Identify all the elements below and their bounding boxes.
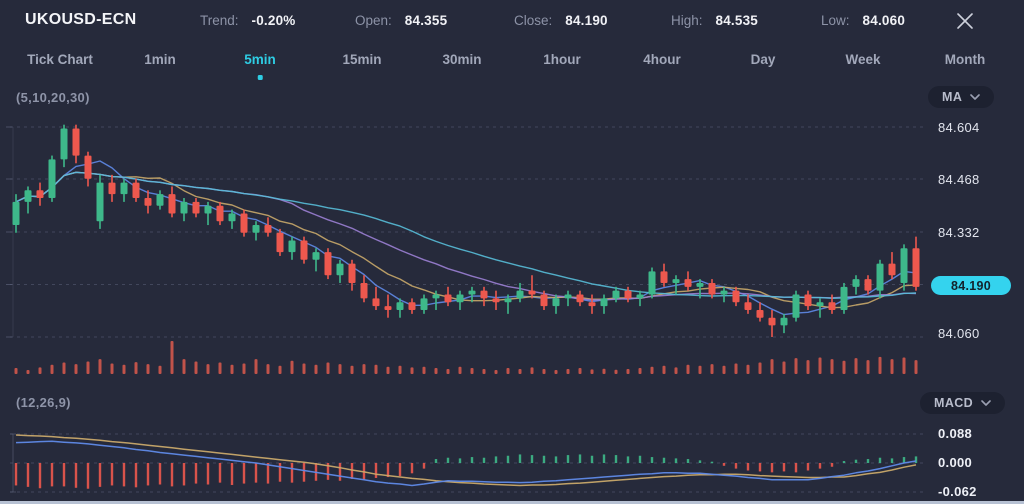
close-button[interactable] — [950, 6, 980, 36]
stat-label: Trend: — [200, 13, 239, 28]
price-axis-label: 84.468 — [938, 172, 980, 187]
price-axis-label: 84.332 — [938, 225, 980, 240]
stat-low: Low: 84.060 — [821, 13, 905, 28]
tab-month[interactable]: Month — [944, 52, 986, 67]
tab-30min[interactable]: 30min — [442, 52, 482, 67]
macd-chart[interactable] — [0, 390, 930, 502]
tab-1min[interactable]: 1min — [144, 52, 176, 67]
chevron-down-icon — [981, 400, 991, 406]
candlestick-chart[interactable] — [0, 85, 930, 385]
stat-value: 84.190 — [565, 13, 608, 28]
chevron-down-icon — [970, 94, 981, 100]
ma-dropdown-label: MA — [942, 90, 963, 104]
stat-label: Close: — [514, 13, 553, 28]
macd-axis-label: 0.000 — [938, 455, 973, 470]
price-axis-label: 84.604 — [938, 120, 980, 135]
symbol-title: UKOUSD-ECN — [25, 11, 137, 28]
stat-label: Open: — [355, 13, 392, 28]
tab-tick-chart[interactable]: Tick Chart — [27, 52, 93, 67]
stat-open: Open: 84.355 — [355, 13, 447, 28]
stat-trend: Trend: -0.20% — [200, 13, 296, 28]
close-icon — [957, 13, 973, 29]
stat-high: High: 84.535 — [671, 13, 758, 28]
active-tab-indicator — [257, 75, 263, 80]
stat-value: -0.20% — [251, 13, 296, 28]
macd-axis-label: -0.062 — [938, 484, 977, 499]
tab-4hour[interactable]: 4hour — [643, 52, 681, 67]
stat-value: 84.060 — [862, 13, 906, 28]
tab-5min[interactable]: 5min — [244, 52, 276, 80]
tab-1hour[interactable]: 1hour — [543, 52, 581, 67]
macd-params-label: (12,26,9) — [16, 395, 71, 410]
tab-day[interactable]: Day — [750, 52, 776, 67]
ma-params-label: (5,10,20,30) — [16, 90, 90, 105]
macd-dropdown[interactable]: MACD — [920, 392, 1006, 414]
horizontal-scrollbar[interactable] — [0, 501, 1024, 504]
macd-dropdown-label: MACD — [934, 396, 974, 410]
current-price-badge: 84.190 — [931, 276, 1011, 295]
stat-close: Close: 84.190 — [514, 13, 608, 28]
tab-week[interactable]: Week — [845, 52, 881, 67]
stat-label: High: — [671, 13, 703, 28]
stat-value: 84.535 — [715, 13, 759, 28]
header: UKOUSD-ECN Trend: -0.20% Open: 84.355 Cl… — [0, 0, 1024, 42]
tab-15min[interactable]: 15min — [342, 52, 382, 67]
stat-value: 84.355 — [404, 13, 448, 28]
macd-axis-label: 0.088 — [938, 426, 973, 441]
price-axis-label: 84.060 — [938, 326, 980, 341]
ma-dropdown[interactable]: MA — [928, 86, 995, 108]
stat-label: Low: — [821, 13, 850, 28]
timeframe-tabs: Tick Chart 1min 5min 15min 30min 1hour 4… — [0, 42, 1024, 84]
